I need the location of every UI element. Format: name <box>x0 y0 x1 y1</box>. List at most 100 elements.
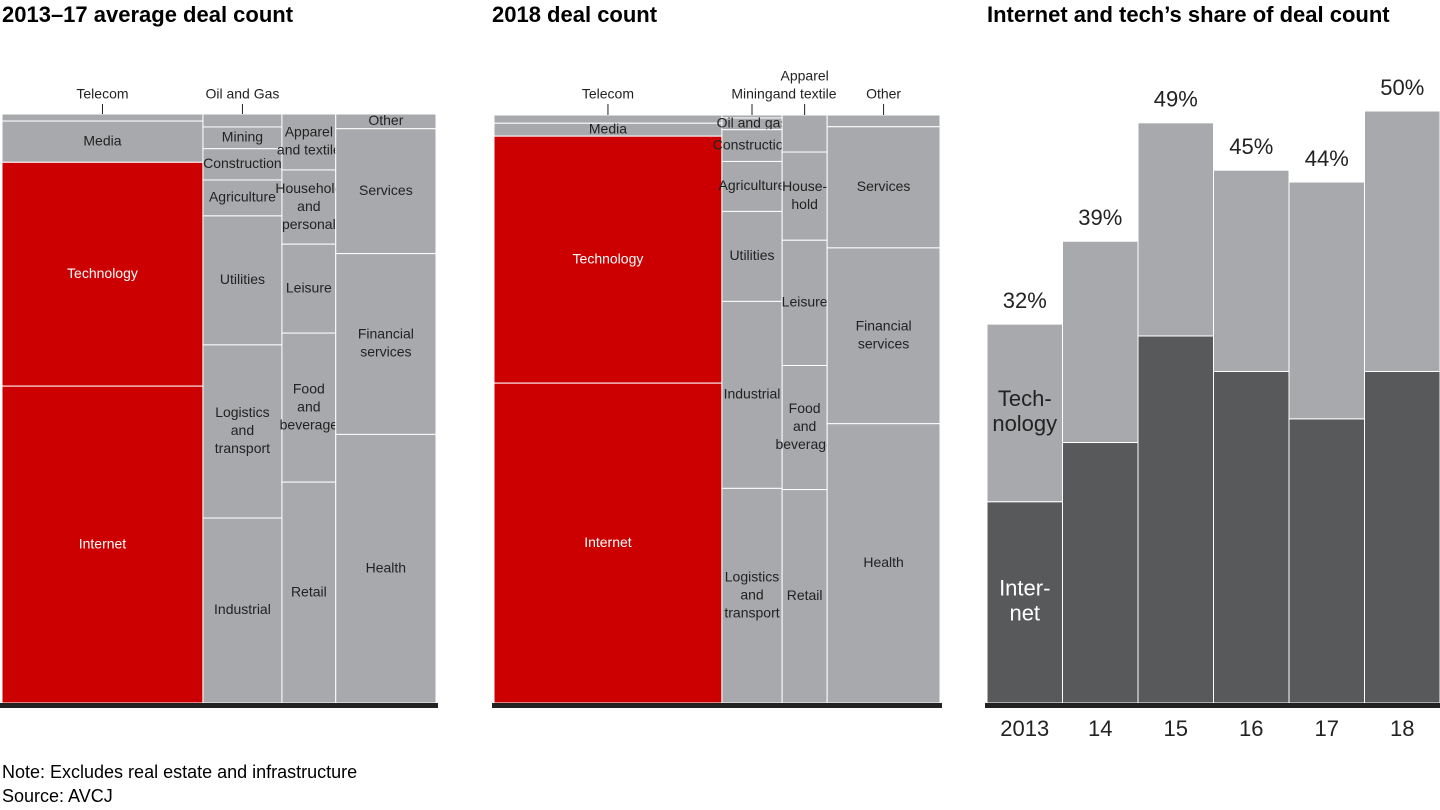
series-label: nology <box>992 411 1057 436</box>
bar-segment <box>986 501 1063 704</box>
segment <box>721 210 783 302</box>
segment <box>202 215 283 346</box>
segment <box>826 247 941 425</box>
segment-label: Media <box>83 132 121 148</box>
bar-segment <box>1062 442 1139 704</box>
segment <box>781 114 828 153</box>
segment-label: Household <box>275 180 342 196</box>
segment-label: Apparel <box>285 124 333 140</box>
segment <box>202 113 283 128</box>
bar-segment <box>1062 240 1139 444</box>
total-label: 39% <box>1078 205 1122 230</box>
total-label: 32% <box>1003 288 1047 313</box>
segment-label: Internet <box>79 535 127 551</box>
segment <box>281 481 337 704</box>
segment-label: Other <box>866 86 901 102</box>
total-label: 45% <box>1229 134 1273 159</box>
segment <box>335 128 437 255</box>
segment-label: Health <box>863 554 903 570</box>
segment-label: and <box>793 418 816 434</box>
bar-segment <box>1364 110 1440 372</box>
note: Note: Excludes real estate and infrastru… <box>2 762 357 782</box>
x-tick-label: 17 <box>1315 716 1339 741</box>
segment-label: Media <box>589 120 627 136</box>
segment-label: Food <box>293 380 325 396</box>
segment-label: Mining <box>222 129 263 145</box>
segment-label: Industrial <box>214 601 271 617</box>
segment-label: transport <box>215 440 270 456</box>
segment-label: beverage <box>775 436 834 452</box>
segment-label: personal <box>282 216 336 232</box>
segment-label: Oil and Gas <box>205 86 279 102</box>
segment-label: and textile <box>773 86 837 102</box>
series-label: Inter- <box>999 576 1050 601</box>
chart-title: 2013–17 average deal count <box>2 2 294 27</box>
segment-label: Financial <box>856 317 912 333</box>
bar-segment <box>1288 181 1365 420</box>
segment-label: House- <box>782 178 827 194</box>
segment-label: Internet <box>584 534 632 550</box>
segment-label: Other <box>368 112 403 128</box>
segment-label: Leisure <box>782 294 828 310</box>
segment-label: and <box>231 422 254 438</box>
segment-label: services <box>858 335 909 351</box>
segment-label: beverage <box>280 416 339 432</box>
series-label: net <box>1009 601 1040 626</box>
segment-label: and textile <box>277 142 341 158</box>
x-tick-label: 2013 <box>1000 716 1049 741</box>
segment-label: Mining <box>731 86 772 102</box>
segment <box>781 239 828 366</box>
bar-segment <box>1137 122 1214 337</box>
segment <box>826 126 941 249</box>
segment <box>281 113 337 171</box>
bar-segment <box>1213 169 1290 372</box>
bar-segment <box>1288 418 1365 704</box>
segment <box>202 344 283 519</box>
segment <box>1 113 204 122</box>
segment <box>335 253 437 435</box>
baseline <box>985 703 1440 708</box>
segment-label: Telecom <box>582 86 634 102</box>
segment-label: Agriculture <box>719 177 786 193</box>
baseline <box>492 703 942 708</box>
bar-segment <box>1364 370 1440 704</box>
segment-label: transport <box>724 604 779 620</box>
segment-label: Logistics <box>215 404 269 420</box>
segment <box>781 151 828 241</box>
segment-label: Retail <box>291 583 327 599</box>
segment-label: Utilities <box>729 247 774 263</box>
segment <box>1 161 204 387</box>
segment-label: Retail <box>787 587 823 603</box>
segment-label: Telecom <box>76 86 128 102</box>
segment-label: Health <box>366 559 406 575</box>
segment-label: Services <box>857 178 911 194</box>
bar-segment <box>1213 370 1290 704</box>
segment <box>335 433 437 704</box>
segment-label: Construction <box>713 136 792 152</box>
segment-label: Food <box>789 400 821 416</box>
segment <box>493 135 723 384</box>
segment <box>202 179 283 217</box>
segment-label: Agriculture <box>209 189 276 205</box>
segment-label: Logistics <box>725 568 779 584</box>
bar-segment <box>986 323 1063 503</box>
segment-label: Industrial <box>724 386 781 402</box>
x-tick-label: 16 <box>1239 716 1263 741</box>
segment <box>826 114 941 128</box>
total-label: 44% <box>1305 146 1349 171</box>
baseline <box>0 703 438 708</box>
segment-label: and <box>297 198 320 214</box>
series-label: Tech- <box>998 386 1052 411</box>
bar-segment <box>1137 335 1214 704</box>
x-tick-label: 14 <box>1088 716 1112 741</box>
segment-label: Oil and gas <box>717 115 788 131</box>
segment-label: and <box>740 586 763 602</box>
chart-title: Internet and tech’s share of deal count <box>987 2 1390 27</box>
segment <box>281 243 337 334</box>
total-label: 50% <box>1380 75 1424 100</box>
segment-label: Technology <box>573 250 644 266</box>
segment <box>781 489 828 704</box>
segment-label: and <box>297 398 320 414</box>
segment <box>721 487 783 704</box>
